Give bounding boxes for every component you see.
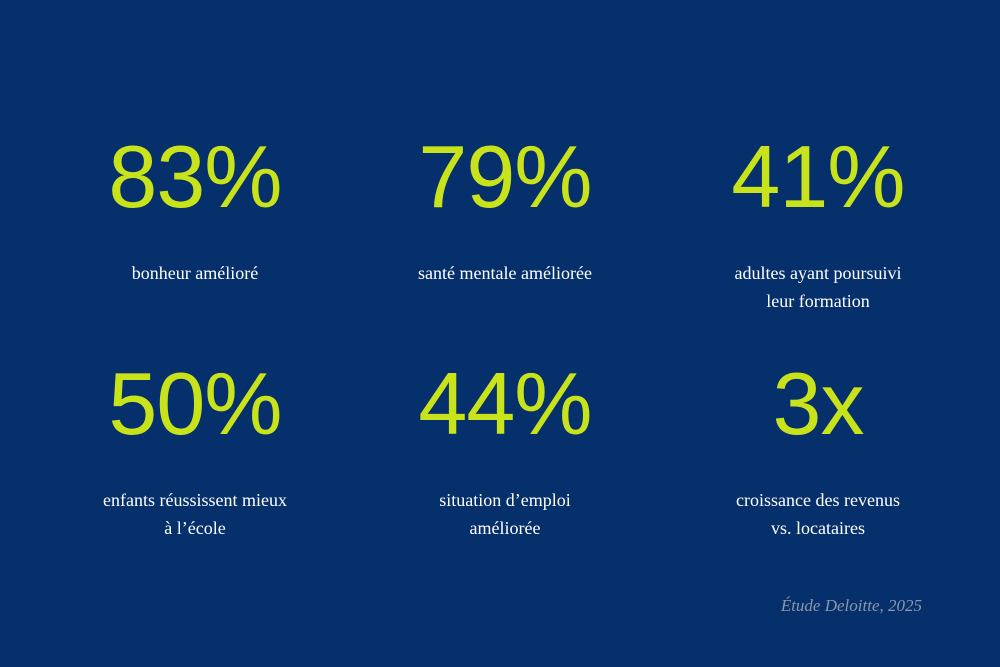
stat-label: enfants réussissent mieux à l’école bbox=[103, 490, 287, 538]
stat-value: 3x bbox=[772, 354, 865, 453]
stat-label: bonheur amélioré bbox=[131, 263, 259, 283]
stat-label: adultes ayant poursuivi leur formation bbox=[734, 263, 902, 311]
stat-employment: 44% situation d’emploi améliorée bbox=[355, 360, 655, 542]
stat-mental-health: 79% santé mentale améliorée bbox=[355, 133, 655, 287]
source-citation: Étude Deloitte, 2025 bbox=[780, 596, 922, 615]
stat-value: 41% bbox=[731, 127, 905, 226]
stat-value: 83% bbox=[108, 127, 282, 226]
stat-value: 44% bbox=[418, 354, 592, 453]
stat-label: croissance des revenus vs. locataires bbox=[736, 490, 900, 538]
stat-happiness: 83% bonheur amélioré bbox=[45, 133, 345, 287]
stat-value: 79% bbox=[418, 127, 592, 226]
stat-adult-education: 41% adultes ayant poursuivi leur formati… bbox=[668, 133, 968, 315]
stat-children-school: 50% enfants réussissent mieux à l’école bbox=[45, 360, 345, 542]
stat-label: santé mentale améliorée bbox=[418, 263, 592, 283]
stat-label: situation d’emploi améliorée bbox=[439, 490, 571, 538]
stat-income-growth: 3x croissance des revenus vs. locataires bbox=[668, 360, 968, 542]
stat-value: 50% bbox=[108, 354, 282, 453]
